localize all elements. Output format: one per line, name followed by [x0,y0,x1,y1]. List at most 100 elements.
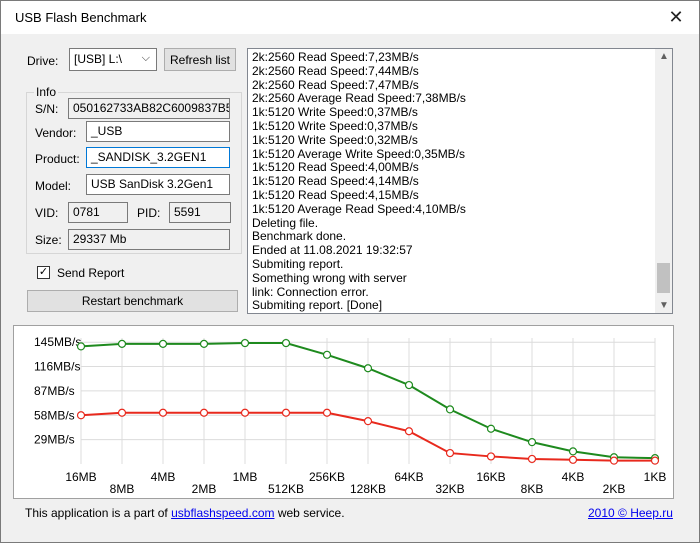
y-tick-label: 87MB/s [34,384,75,398]
log-line: 1k:5120 Average Read Speed:4,10MB/s [252,201,466,216]
chevron-down-icon[interactable]: ▼ [659,300,669,311]
log-line: 2k:2560 Read Speed:7,23MB/s [252,50,419,64]
log-line: 1k:5120 Average Write Speed:0,35MB/s [252,146,466,161]
title-bar: USB Flash Benchmark ✕ [1,1,699,34]
drive-select[interactable]: [USB] L:\ ⌵ [69,48,157,71]
x-tick-label: 128KB [350,482,386,496]
x-tick-label: 8MB [110,482,135,496]
x-tick-label: 2KB [603,482,626,496]
log-line: 2k:2560 Average Read Speed:7,38MB/s [252,91,466,106]
product-label: Product: [35,152,80,166]
data-point [609,456,619,465]
data-point [404,427,414,436]
heep-link[interactable]: 2010 © Heep.ru [588,506,673,520]
chevron-up-icon[interactable]: ▲ [659,51,669,62]
data-point [650,456,660,465]
log-line: 2k:2560 Read Speed:7,47MB/s [252,77,419,92]
data-point [527,454,537,464]
scrollbar-thumb[interactable] [657,263,670,293]
y-tick-label: 145MB/s [34,335,81,349]
x-tick-label: 64KB [394,470,423,484]
chevron-down-icon: ⌵ [141,52,150,64]
log-line: Benchmark done. [252,229,347,244]
log-lines: 2k:2560 Read Speed:7,23MB/s 2k:2560 Read … [252,50,652,313]
x-tick-label: 1MB [233,470,258,484]
speed-chart: 145MB/s 116MB/s 87MB/s 58MB/s 29MB/s 16MB 8MB 4… [13,325,674,499]
data-point [281,408,291,417]
log-line: 1k:5120 Read Speed:4,14MB/s [252,174,419,189]
vendor-field[interactable]: _USB [86,121,230,142]
data-point [240,408,250,417]
x-tick-label: 16KB [476,470,505,484]
log-line: link: Connection error. [252,284,369,299]
restart-benchmark-button[interactable]: Restart benchmark [27,290,238,312]
pid-label: PID: [137,206,161,220]
log-line: Deleting file. [252,215,319,230]
log-line: Submiting report. [Done] [252,298,383,313]
model-field[interactable]: USB SanDisk 3.2Gen1 [86,174,230,195]
data-point [486,424,496,433]
data-point [199,408,209,417]
x-tick-label: 1KB [644,470,667,484]
x-tick-label: 4KB [562,470,585,484]
send-report-checkbox[interactable]: ✓ [37,266,50,279]
log-textbox[interactable]: 2k:2560 Read Speed:7,23MB/s 2k:2560 Read … [247,48,673,314]
speed-chart-svg: 145MB/s 116MB/s 87MB/s 58MB/s 29MB/s 16MB 8MB 4… [34,335,667,496]
footer-text-before: This application is a part of [25,506,168,520]
data-point [404,380,414,390]
x-tick-label: 32KB [435,482,464,496]
data-point [445,448,455,458]
data-point [568,447,578,456]
y-tick-label: 58MB/s [34,408,75,422]
usbflashspeed-link[interactable]: usbflashspeed.com [171,506,275,520]
data-point [76,411,86,420]
refresh-list-button[interactable]: Refresh list [164,48,236,71]
window-title: USB Flash Benchmark [15,10,147,25]
size-field: 29337 Mb [68,229,230,250]
data-point [322,408,332,417]
data-point [322,350,332,359]
data-point [568,455,578,464]
data-point [158,408,168,417]
drive-select-value: [USB] L:\ [74,52,123,66]
x-tick-label: 2MB [192,482,217,496]
drive-label: Drive: [27,54,59,68]
footer-text: This application is a part of usbflashsp… [25,506,345,520]
vid-label: VID: [35,206,59,220]
log-scrollbar[interactable]: ▲ ▼ [655,49,672,313]
data-point [158,339,168,348]
data-point [527,438,537,447]
size-label: Size: [35,233,62,247]
y-tick-label: 29MB/s [34,433,75,447]
data-point [486,452,496,461]
data-point [363,417,373,426]
vid-field: 0781 [68,202,128,223]
info-group [26,92,242,254]
data-point [240,338,250,348]
data-point [117,408,127,417]
model-label: Model: [35,179,72,193]
data-point [363,364,373,373]
close-icon[interactable]: ✕ [668,7,684,27]
data-point [199,339,209,348]
product-field[interactable]: _SANDISK_3.2GEN1 [86,147,230,168]
log-line: 1k:5120 Write Speed:0,37MB/s [252,105,418,120]
vendor-label: Vendor: [35,126,77,140]
x-tick-label: 256KB [309,470,345,484]
y-tick-label: 116MB/s [34,360,80,374]
x-tick-label: 4MB [151,470,176,484]
data-point [117,339,127,348]
x-tick-label: 8KB [521,482,544,496]
log-line: Ended at 11.08.2021 19:32:57 [252,243,413,258]
footer-text-after: web service. [277,506,345,520]
pid-field: 5591 [169,202,231,223]
log-line: 1k:5120 Read Speed:4,15MB/s [252,187,419,202]
sn-label: S/N: [35,102,59,116]
x-tick-label: 512KB [268,482,304,496]
data-point [281,338,291,348]
log-line: 1k:5120 Write Speed:0,37MB/s [252,118,418,133]
log-line: 2k:2560 Read Speed:7,44MB/s [252,63,419,78]
info-group-label: Info [34,85,59,99]
sn-field: 050162733AB82C6009837B50 [68,98,230,119]
